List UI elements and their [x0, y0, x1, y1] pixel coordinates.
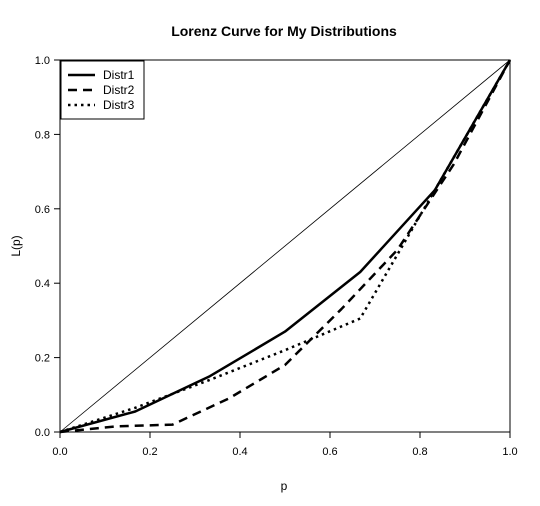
x-tick-label: 0.2 — [142, 446, 157, 458]
legend-label-distr3: Distr3 — [103, 98, 135, 112]
y-tick-label: 0.4 — [35, 278, 50, 290]
equality-line — [59, 59, 511, 433]
y-tick-label: 0.2 — [35, 353, 50, 365]
x-tick-label: 0.0 — [52, 446, 67, 458]
series-line-distr3 — [59, 59, 512, 434]
plot-frame — [59, 59, 511, 433]
x-tick-label: 1.0 — [502, 446, 517, 458]
y-tick-label: 0.8 — [35, 129, 50, 141]
x-tick-label: 0.4 — [232, 446, 247, 458]
x-axis-label: p — [281, 479, 288, 493]
legend-label-distr2: Distr2 — [103, 83, 135, 97]
y-axis-label: L(p) — [9, 235, 23, 256]
y-tick-label: 0.0 — [35, 427, 50, 439]
plot-lines — [59, 59, 512, 434]
y-axis: 0.0 0.2 0.4 0.6 0.8 1.0 — [35, 55, 60, 439]
x-tick-label: 0.8 — [412, 446, 427, 458]
y-tick-label: 1.0 — [35, 55, 50, 67]
x-axis: 0.0 0.2 0.4 0.6 0.8 1.0 — [52, 432, 518, 458]
chart-title: Lorenz Curve for My Distributions — [171, 23, 397, 39]
series-line-distr2 — [59, 59, 512, 434]
legend-label-distr1: Distr1 — [103, 68, 135, 82]
x-tick-label: 0.6 — [322, 446, 337, 458]
y-tick-label: 0.6 — [35, 204, 50, 216]
